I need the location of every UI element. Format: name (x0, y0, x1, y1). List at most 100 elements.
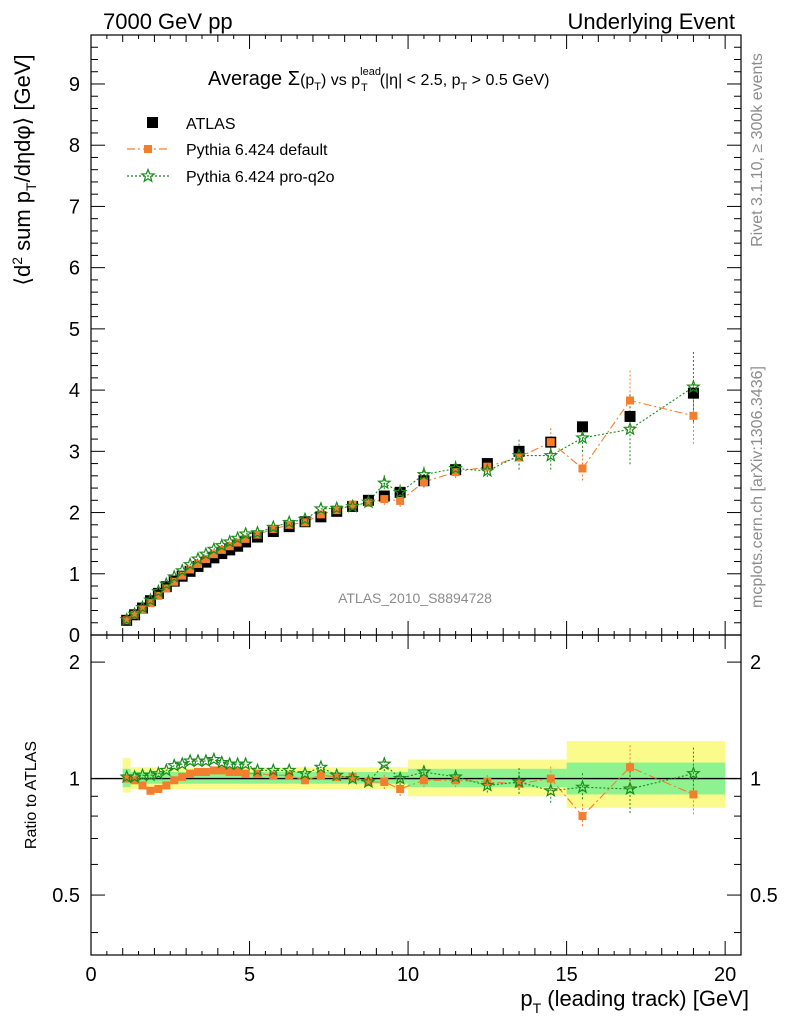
main-proq2o-point (143, 592, 158, 607)
main-ytick-label: 1 (69, 564, 80, 586)
ratio-proq2o-point (622, 781, 638, 796)
main-proq2o-point (622, 421, 638, 436)
ratio-default-point (515, 779, 524, 788)
main-title-pt-sub: T (314, 81, 321, 93)
main-default-point (225, 542, 234, 551)
header-right: Underlying Event (567, 9, 735, 34)
x-tick-label: 20 (714, 964, 736, 986)
ratio-frame (90, 634, 742, 956)
ratio-default-point (332, 772, 341, 781)
ratio-proq2o-point (416, 764, 432, 779)
legend: ATLAS Pythia 6.424 default Pythia 6.424 … (127, 116, 335, 186)
main-proq2o-point (392, 484, 408, 499)
ratio-default-point (209, 766, 218, 775)
main-ytick-label: 9 (69, 74, 80, 96)
main-proq2o-point (479, 463, 495, 478)
x-axis-label-rest: (leading track) [GeV] (541, 986, 749, 1011)
x-tick-label: 10 (397, 964, 419, 986)
ratio-default-point (301, 776, 310, 785)
ratio-proq2o-point (376, 756, 392, 771)
main-proq2o-point (361, 494, 376, 509)
ratio-default-point (194, 767, 203, 776)
ratio-proq2o-point (392, 770, 408, 785)
ratio-ytick-label: 0.5 (52, 885, 80, 907)
ratio-default-point (154, 784, 163, 793)
main-default-point (154, 591, 163, 600)
main-default-line (126, 399, 694, 621)
main-title-lead-sup: lead (360, 66, 381, 78)
main-proq2o-point (313, 501, 329, 516)
x-tick-label: 5 (244, 964, 255, 986)
main-default-point (217, 545, 226, 554)
main-title-cuts: (|η| < 2.5, p (380, 72, 461, 89)
main-proq2o-line (126, 386, 694, 621)
header-left: 7000 GeV pp (103, 9, 233, 34)
main-proq2o-point (686, 379, 701, 394)
main-y-label-sup: 2 (9, 257, 25, 265)
main-atlas-point (576, 421, 588, 433)
ratio-band-inner (249, 771, 409, 784)
main-proq2o-point (250, 525, 265, 539)
x-tick-label: 0 (85, 964, 96, 986)
ratio-default-point (170, 776, 179, 785)
ratio-proq2o-point (575, 779, 590, 794)
main-title-close: ) vs p (321, 72, 360, 89)
legend-atlas-marker (147, 117, 158, 128)
main-default-point (689, 411, 698, 420)
ratio-ytick-label-right: 2 (750, 652, 761, 674)
main-title-cuts-end: > 0.5 GeV) (467, 72, 549, 89)
main-default-point (162, 584, 171, 593)
ratio-proq2o-point (297, 765, 313, 780)
ratio-proq2o-point (281, 762, 297, 777)
ratio-proq2o-point (151, 765, 166, 780)
main-proq2o-point (416, 466, 432, 481)
main-default-point (209, 550, 218, 559)
main-y-label-open: ⟨d (10, 265, 35, 286)
ratio-proq2o-point (543, 783, 559, 797)
main-title-word: Average (208, 68, 288, 90)
ratio-default-point (626, 763, 635, 772)
legend-proq2o-marker (140, 167, 156, 183)
main-default-point (578, 464, 587, 473)
main-proq2o-point (511, 447, 527, 462)
main-title-lead-sub: T (361, 82, 368, 94)
ratio-default-point (578, 812, 587, 821)
ratio-proq2o-point (313, 759, 329, 774)
ratio-proq2o-point (361, 774, 376, 789)
ratio-band-inner (130, 771, 250, 784)
main-default-point (451, 468, 460, 477)
main-proq2o-point (297, 511, 313, 526)
x-tick-label: 15 (555, 964, 577, 986)
main-default-point (122, 616, 131, 625)
main-default-point (626, 396, 635, 405)
main-default-point (130, 610, 139, 619)
ratio-default-point (178, 772, 187, 781)
legend-default-marker (144, 145, 152, 153)
ratio-proq2o-point (479, 777, 495, 792)
ratio-ytick-label-right: 1 (750, 769, 761, 791)
main-default-point (380, 495, 389, 504)
ratio-default-point (451, 776, 460, 785)
ratio-proq2o-point (250, 762, 265, 777)
main-proq2o-point (222, 534, 238, 549)
ratio-default-point (201, 767, 210, 776)
main-ytick-label: 5 (69, 319, 80, 341)
ratio-default-point (269, 771, 278, 780)
main-proq2o-point (230, 530, 246, 545)
main-default-point (201, 555, 210, 564)
ratio-default-point (483, 777, 492, 786)
x-axis-label-p: p (520, 986, 532, 1011)
main-proq2o-point (448, 460, 463, 475)
ratio-default-point (217, 766, 226, 775)
side-text-upper: Rivet 3.1.10, ≥ 300k events (749, 53, 766, 247)
main-proq2o-point (198, 546, 214, 561)
main-proq2o-point (575, 430, 590, 445)
ratio-proq2o-point (206, 751, 222, 766)
ratio-default-point (138, 781, 147, 790)
ratio-default-point (348, 772, 357, 781)
main-series-layer (119, 352, 701, 626)
ratio-default-point (225, 767, 234, 776)
main-ytick-label: 4 (69, 380, 80, 402)
